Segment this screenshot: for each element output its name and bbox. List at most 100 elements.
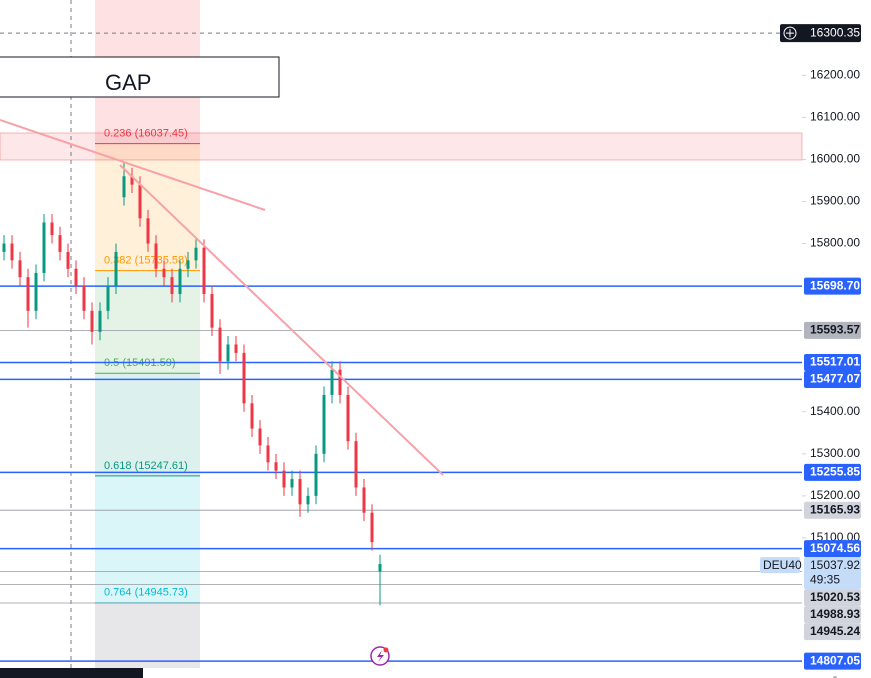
y-tick-label: 15800.00 (810, 236, 860, 250)
price-line-label: 15698.70 (810, 278, 860, 292)
candle-body (50, 222, 54, 236)
event-dot (383, 647, 389, 653)
y-tick-label: 15400.00 (810, 404, 860, 418)
price-label-box (804, 606, 861, 624)
price-line-label: 15477.07 (810, 372, 860, 386)
price-label-box (804, 277, 861, 295)
candle-body (162, 268, 166, 278)
candle-body (194, 247, 198, 261)
last-price-label: 15037.92 (810, 558, 860, 572)
candle-body (210, 293, 214, 328)
fib-zone (95, 270, 200, 374)
candle-body (338, 369, 342, 395)
fib-label: 0.382 (15735.58) (104, 255, 188, 267)
y-tick-label: 15900.00 (810, 194, 860, 208)
candle-body (218, 327, 222, 362)
candle-body (202, 247, 206, 294)
fib-zone (95, 602, 200, 668)
zone-rectangle (0, 132, 803, 161)
y-tick-label: 16000.00 (810, 152, 860, 166)
candle-body (354, 441, 358, 488)
toolbar-edge (0, 668, 143, 678)
fib-zone (95, 373, 200, 476)
candle-body (266, 445, 270, 463)
candle-body (186, 260, 190, 269)
price-labels: 15698.70 15593.57 15517.01 15477.07 15255.85… (760, 24, 861, 670)
fib-label: 0.618 (15247.61) (104, 460, 188, 472)
candle-body (274, 462, 278, 471)
price-label-box (804, 557, 861, 590)
price-line-label: 15255.85 (810, 465, 860, 479)
fib-label: 0.236 (16037.45) (104, 128, 188, 140)
candle-body (298, 479, 302, 505)
price-line-label: 14988.93 (810, 607, 860, 621)
candle-body (82, 285, 86, 311)
candle-body (322, 394, 326, 454)
price-label-box (804, 371, 861, 389)
candle-body (58, 235, 62, 252)
candle-body (146, 218, 150, 244)
candle-body (18, 260, 22, 278)
candle-body (74, 268, 78, 286)
candle-body (106, 285, 110, 311)
price-label-box (804, 589, 861, 607)
price-label-box (804, 623, 861, 641)
candle-body (122, 176, 126, 198)
price-label-box (804, 540, 861, 558)
price-label-box (804, 354, 861, 372)
event-icon-bolt (377, 650, 384, 662)
crosshair-plus (783, 26, 797, 40)
y-tick-label: 15200.00 (810, 488, 860, 502)
price-label-box (804, 501, 861, 519)
candles (2, 161, 382, 606)
candle-body (98, 310, 102, 332)
countdown-label: 49:35 (810, 572, 840, 586)
candle-body (34, 272, 38, 311)
annotation-box (0, 56, 280, 98)
y-tick-label: 16200.00 (810, 67, 860, 81)
crosshair-label-box (780, 24, 861, 43)
candle-body (370, 512, 374, 543)
price-label-box (804, 463, 861, 481)
candle-body (226, 344, 230, 362)
price-label-box (804, 652, 861, 670)
candle-body (242, 352, 246, 404)
fib-zones: 0.236 (16037.45)0.382 (15735.58)0.5 (154… (95, 0, 200, 668)
price-lines (0, 32, 802, 662)
price-line-label: 15020.53 (810, 590, 860, 604)
candle-body (346, 394, 350, 442)
crosshair-label: 16300.35 (810, 25, 860, 39)
trend-line (119, 164, 444, 476)
symbol-label: DEU40 (763, 558, 802, 572)
price-line-label: 14807.05 (810, 653, 860, 667)
price-line-label: 14945.24 (810, 624, 860, 638)
y-tick-label: 15300.00 (810, 446, 860, 460)
candle-body (170, 277, 174, 294)
fib-label: 0.764 (14945.73) (104, 587, 188, 599)
candle-body (138, 184, 142, 219)
candle-body (90, 310, 94, 332)
candle-body (378, 564, 382, 572)
candle-body (258, 428, 262, 446)
candle-body (314, 453, 318, 496)
candle-body (114, 251, 118, 286)
candle-body (250, 403, 254, 429)
price-line-label: 15165.93 (810, 502, 860, 516)
candle-body (154, 243, 158, 269)
candle-body (26, 277, 30, 311)
price-line-label: 15517.01 (810, 355, 860, 369)
symbol-tag (760, 557, 800, 574)
candle-body (234, 344, 238, 353)
annotation-text: GAP (105, 70, 151, 95)
candle-body (42, 222, 46, 273)
crosshair-plus (786, 29, 794, 38)
y-tick-label: 16100.00 (810, 110, 860, 124)
price-label-box (804, 321, 861, 339)
candle-body (306, 495, 310, 505)
candle-body (362, 487, 366, 513)
candle-body (178, 268, 182, 294)
candle-body (290, 479, 294, 488)
price-line-label: 15593.57 (810, 323, 860, 337)
